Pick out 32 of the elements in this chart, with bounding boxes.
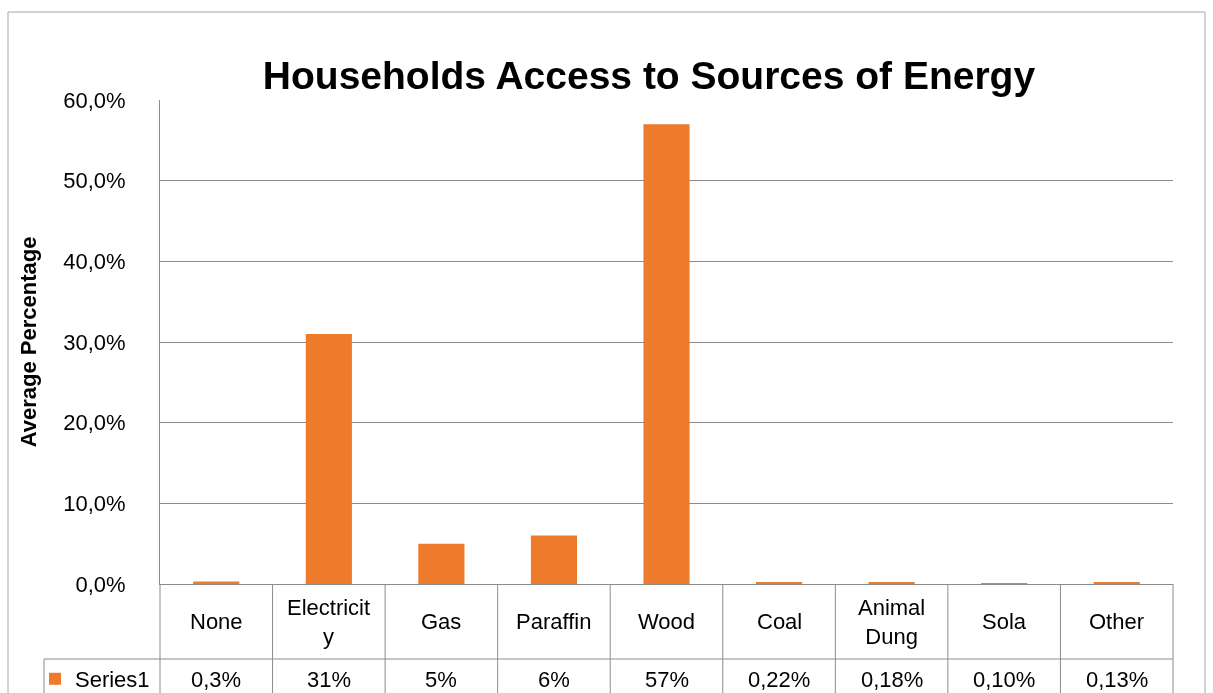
data-label: 0,22%	[748, 667, 811, 692]
data-label: 0,10%	[973, 667, 1036, 692]
y-axis-title: Average Percentage	[16, 236, 42, 448]
x-tick-label: Animal Dung	[858, 595, 926, 649]
data-label: 5%	[425, 667, 457, 692]
x-tick-label: Paraffin	[516, 609, 592, 634]
y-tick-label: 20,0%	[63, 410, 126, 436]
data-label: 0,3%	[191, 667, 242, 692]
data-label: 6%	[538, 667, 570, 692]
x-tick-label: Coal	[757, 609, 803, 634]
bar	[530, 535, 578, 584]
data-label: 57%	[645, 667, 690, 692]
data-label: 31%	[307, 667, 352, 692]
y-tick-label: 30,0%	[63, 329, 126, 355]
x-tick-label: Sola	[982, 609, 1027, 634]
x-tick-label: None	[190, 609, 243, 634]
y-tick-label: 50,0%	[63, 168, 126, 194]
y-tick-label: 40,0%	[63, 249, 126, 275]
data-label: 0,18%	[861, 667, 924, 692]
x-tick-label: Other	[1089, 609, 1145, 634]
bar	[305, 333, 352, 584]
y-tick-label: 60,0%	[63, 87, 126, 113]
data-label: 0,13%	[1086, 667, 1149, 692]
x-tick-label: Gas	[421, 609, 462, 634]
bar	[418, 543, 465, 584]
bar	[643, 124, 690, 584]
x-tick-label: Electricity	[287, 595, 371, 649]
legend-label: Series1	[75, 667, 150, 693]
y-tick-label: 10,0%	[63, 491, 126, 517]
chart-title: Households Access to Sources of Energy	[262, 53, 1036, 97]
y-tick-label: 0,0%	[75, 571, 126, 597]
x-tick-label: Wood	[638, 609, 696, 634]
